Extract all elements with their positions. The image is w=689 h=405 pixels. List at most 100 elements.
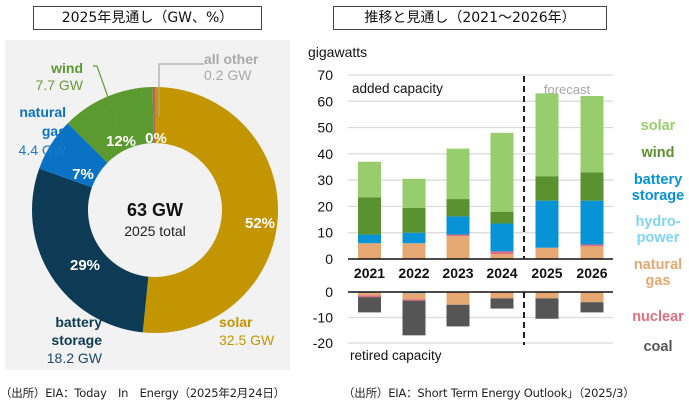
donut-center-value: 63 GW: [127, 200, 183, 220]
solar-value-label: 32.5 GW: [219, 332, 275, 348]
y-tick-label: -20: [313, 335, 333, 351]
legend-label-gas: natural: [634, 257, 682, 273]
bar-segment-retired-gas-2021: [358, 292, 381, 296]
bar-segment-added-wind-2024: [490, 211, 514, 224]
natural-gas-value-label: 4.4 GW: [19, 142, 67, 158]
donut-slice-solar: [142, 87, 278, 333]
battery-name-line1: battery: [55, 314, 102, 330]
y-tick-label: 60: [317, 93, 333, 109]
bar-segment-added-gas-2026: [580, 246, 604, 259]
y-tick-label: 0: [325, 284, 333, 300]
bar-segment-added-wind-2023: [446, 199, 470, 217]
battery-name-line2: storage: [51, 332, 102, 348]
bar-segment-retired-nuclear-2021: [358, 295, 381, 298]
legend-label-battery: storage: [632, 188, 684, 204]
x-tick-label: 2024: [486, 265, 517, 281]
bar-segment-added-gas-2024: [490, 254, 514, 259]
x-tick-label: 2021: [354, 265, 385, 281]
natural-gas-name-line2: gas: [42, 123, 66, 139]
battery-value-label: 18.2 GW: [47, 350, 103, 366]
legend-label-wind: wind: [640, 145, 674, 161]
bar-segment-added-solar-2024: [490, 132, 514, 212]
bar-segment-added-solar-2021: [358, 161, 381, 198]
bar-segment-retired-coal-2021: [358, 297, 381, 313]
legend-label-hydro: power: [637, 230, 680, 246]
legend-label-solar: solar: [641, 118, 676, 134]
bar-segment-added-solar-2026: [580, 96, 604, 173]
bar-segment-added-battery-2023: [446, 216, 470, 235]
legend-label-coal: coal: [643, 339, 672, 355]
donut-slice-natural-gas: [39, 123, 108, 188]
bar-segment-retired-coal-2024: [490, 298, 514, 309]
x-tick-label: 2022: [398, 265, 429, 281]
donut-percent-label: 0%: [145, 130, 167, 147]
y-tick-label: 40: [317, 146, 333, 162]
donut-percent-label: 7%: [72, 166, 94, 183]
bar-segment-added-battery-2022: [402, 232, 426, 244]
bar-segment-retired-coal-2026: [580, 302, 604, 313]
x-tick-label: 2023: [442, 265, 473, 281]
bar-segment-retired-gas-2024: [490, 292, 514, 299]
x-tick-label: 2026: [576, 265, 607, 281]
y-tick-label: 30: [317, 172, 333, 188]
bar-segment-added-gas-2022: [402, 243, 426, 259]
wind-value-label: 7.7 GW: [36, 77, 84, 93]
donut-slice-all-other: [152, 87, 155, 144]
y-tick-label: -10: [313, 310, 333, 326]
y-tick-label: 70: [317, 67, 333, 83]
forecast-label: forecast: [544, 82, 591, 97]
bar-segment-added-battery-2025: [535, 200, 559, 248]
legend-label-hydro: hydro-: [635, 214, 680, 230]
bar-segment-added-gas-2021: [358, 243, 381, 259]
bar-segment-retired-gas-2022: [402, 293, 426, 300]
bar-segment-added-gas-2025: [535, 247, 559, 259]
bar-segment-retired-gas-2025: [535, 292, 559, 299]
y-tick-label: 10: [317, 225, 333, 241]
bar-segment-added-nuclear-2023: [446, 234, 470, 237]
bar-segment-retired-nuclear-2022: [402, 299, 426, 301]
all-other-name-label: all other: [204, 51, 259, 67]
bar-segment-added-wind-2022: [402, 207, 426, 233]
bar-segment-added-battery-2024: [490, 223, 514, 252]
legend-label-gas: gas: [646, 273, 671, 289]
bar-segment-added-gas-2023: [446, 236, 470, 259]
wind-leader-line: [93, 65, 118, 124]
bar-segment-retired-gas-2023: [446, 292, 470, 305]
bar-segment-added-nuclear-2024: [490, 251, 514, 255]
bar-segment-added-battery-2026: [580, 200, 604, 245]
donut-percent-label: 29%: [70, 257, 100, 274]
bar-chart-title: 推移と見通し（2021～2026年）: [333, 6, 607, 30]
bar-segment-retired-coal-2022: [402, 300, 426, 336]
bar-segment-added-wind-2026: [580, 172, 604, 201]
donut-slice-battery-storage: [31, 168, 149, 333]
bar-segment-added-solar-2023: [446, 148, 470, 200]
bar-segment-retired-coal-2025: [535, 298, 559, 319]
bar-segment-retired-gas-2026: [580, 292, 604, 303]
left-source-note: （出所）EIA：Today In Energy（2025年2月24日）: [0, 386, 285, 400]
solar-name-label: solar: [219, 314, 253, 330]
donut-slice-wind: [67, 87, 154, 163]
donut-center-label: 2025 total: [124, 223, 186, 239]
donut-chart-panel: 52% 29% 7% 12% 0% 63 GW 2025 total wind 7.7 GW al…: [5, 40, 290, 370]
bar-segment-added-solar-2022: [402, 178, 426, 208]
added-capacity-label: added capacity: [352, 81, 443, 96]
bar-segment-added-wind-2021: [358, 197, 381, 235]
y-axis-label: gigawatts: [308, 44, 367, 60]
natural-gas-name-line1: natural: [19, 104, 66, 120]
legend-label-battery: battery: [634, 172, 682, 188]
y-tick-label: 0: [325, 251, 333, 267]
y-tick-label: 20: [317, 198, 333, 214]
bar-segment-added-solar-2025: [535, 93, 559, 177]
wind-name-label: wind: [50, 60, 83, 76]
x-tick-label: 2025: [531, 265, 562, 281]
all-other-leader-line: [158, 63, 204, 117]
donut-percent-label: 12%: [106, 133, 136, 150]
right-source-note: （出所）EIA：Short Term Energy Outlook」（2025/…: [343, 386, 635, 400]
bar-segment-added-battery-2021: [358, 234, 381, 244]
donut-percent-label: 52%: [245, 215, 275, 232]
all-other-value-label: 0.2 GW: [204, 67, 252, 83]
donut-chart-title: 2025年見通し（GW、%）: [33, 6, 262, 30]
bar-segment-retired-coal-2023: [446, 304, 470, 327]
